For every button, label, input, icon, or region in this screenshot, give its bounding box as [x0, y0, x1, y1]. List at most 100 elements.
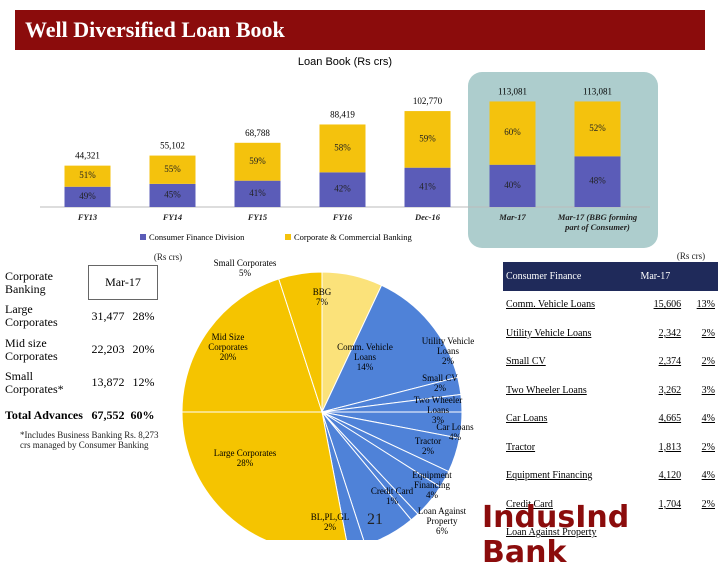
- table-cell: 13%: [696, 299, 715, 311]
- pie-label: Mid Size Corporates 20%: [196, 332, 260, 362]
- table-cell: Mar-17: [637, 262, 718, 291]
- table-cell: 20%: [132, 342, 155, 356]
- table-cell: 22,203: [91, 342, 125, 356]
- table-cell: 1,704: [658, 498, 682, 510]
- table-row: Small CV 2,374 2%: [503, 348, 718, 377]
- table-row: Tractor 1,813 2%: [503, 433, 718, 462]
- table-cell: 60%: [130, 408, 155, 422]
- table-cell: 2%: [701, 356, 715, 368]
- bar-segment: [64, 186, 111, 207]
- pie-label-value: 2%: [324, 522, 336, 532]
- pie-label-name: BBG: [312, 287, 332, 297]
- unit-label: (Rs crs): [153, 252, 183, 262]
- x-tick-label: Mar-17: [499, 212, 526, 222]
- table-cell: 4,665: [658, 413, 682, 425]
- bar-segment: [234, 142, 281, 181]
- pie-label: Comm. Vehicle Loans 14%: [333, 342, 397, 372]
- legend-label: Corporate & Commercial Banking: [294, 232, 413, 242]
- pie-label: Tractor 2%: [396, 436, 460, 456]
- pie-label-name: Small CV: [422, 373, 458, 383]
- pie-label: Loan Against Property 6%: [410, 506, 474, 536]
- segment-label: 42%: [334, 184, 351, 194]
- table-cell: Credit Card: [506, 498, 553, 510]
- bar-segment: [489, 101, 536, 165]
- slide-title: Well Diversified Loan Book: [15, 10, 705, 50]
- consumer-table: Consumer Finance Mar-17 Comm. Vehicle Loan…: [503, 262, 718, 547]
- pie-label-name: Loan Against Property: [417, 506, 467, 526]
- pie-label-name: Comm. Vehicle Loans: [337, 342, 393, 362]
- chart-title: Loan Book (Rs crs): [298, 56, 392, 68]
- segment-label: 48%: [589, 176, 606, 186]
- bar-segment: [64, 165, 111, 187]
- table-cell: 15,606: [653, 299, 682, 311]
- pie-label-name: Equipment Financing: [412, 470, 452, 490]
- pie-label-value: 4%: [426, 490, 438, 500]
- segment-label: 51%: [79, 170, 96, 180]
- pie-slice: [321, 411, 365, 540]
- table-cell: 31,477: [91, 309, 125, 323]
- bar-segment: [149, 155, 196, 184]
- segment-label: 59%: [419, 133, 436, 143]
- legend-marker: [140, 234, 146, 240]
- x-tick-label: FY16: [332, 212, 353, 222]
- segment-label: 45%: [164, 189, 181, 199]
- pie-slice: [321, 284, 459, 413]
- pie-label-value: 4%: [449, 432, 461, 442]
- pie-label-value: 6%: [436, 526, 448, 536]
- pie-label: Credit Card 1%: [360, 486, 424, 506]
- pie-slice: [321, 411, 412, 540]
- bar-segment: [404, 167, 451, 207]
- table-cell: Equipment Financing: [506, 470, 593, 482]
- footnote: *Includes Business Banking Rs. 8,273 crs…: [20, 430, 159, 450]
- segment-label: 60%: [504, 127, 521, 137]
- chart-canvas: Loan Book (Rs crs) 49% 51% 44,321 45% 55% 55,…: [40, 56, 658, 540]
- bar-segment: [149, 183, 196, 207]
- corporate-table: Corporate Banking Mar-17 Large Corporates 3…: [2, 265, 158, 432]
- pie-label-name: Tractor: [414, 436, 442, 446]
- table-cell: 2,374: [658, 356, 682, 368]
- segment-label: 40%: [504, 180, 521, 190]
- pie-label-name: BL,PL,GL: [310, 512, 350, 522]
- table-row: Two Wheeler Loans 3,262 3%: [503, 376, 718, 405]
- table-cell: Corporate Banking: [5, 268, 53, 296]
- pie-label: Small CV 2%: [408, 373, 472, 393]
- segment-label: 59%: [249, 156, 266, 166]
- table-cell: 1,813: [658, 441, 682, 453]
- total-label: 102,770: [413, 96, 443, 106]
- legend-marker: [285, 234, 291, 240]
- pie-slice: [181, 411, 347, 540]
- table-cell: 4,120: [658, 470, 682, 482]
- table-row: Car Loans 4,665 4%: [503, 405, 718, 434]
- pie-label: Equipment Financing 4%: [400, 470, 464, 500]
- bar-segment: [489, 164, 536, 207]
- table-cell: Small CV: [506, 356, 546, 368]
- table-row: Loan Against Property: [503, 519, 718, 548]
- total-label: 55,102: [160, 141, 185, 151]
- pie-slice: [278, 271, 323, 413]
- logo: IndusInd Bank: [482, 500, 630, 570]
- table-cell: Loan Against Property: [506, 527, 597, 539]
- table-cell: 13,872: [91, 375, 125, 389]
- table-cell: 28%: [132, 309, 155, 323]
- table-cell: Mid size Corporates: [5, 335, 58, 363]
- pie-label-value: 7%: [316, 297, 328, 307]
- pie-label-name: Credit Card: [370, 486, 414, 496]
- table-row: Corporate Banking Mar-17: [2, 265, 158, 300]
- table-row: Comm. Vehicle Loans 15,606 13%: [503, 291, 718, 320]
- table-cell: 2%: [701, 327, 715, 339]
- pie-label-value: 1%: [386, 496, 398, 506]
- bar-segment: [319, 172, 366, 207]
- table-cell: Consumer Finance: [503, 262, 638, 291]
- total-label: 113,081: [498, 87, 527, 97]
- bar-segment: [404, 111, 451, 168]
- pie-label: Two Wheeler Loans 3%: [406, 395, 470, 425]
- table-cell: Two Wheeler Loans: [506, 384, 587, 396]
- x-tick-label: FY14: [162, 212, 183, 222]
- table-cell: 4%: [701, 413, 715, 425]
- pie-label-value: 2%: [422, 446, 434, 456]
- pie-label: BL,PL,GL 2%: [298, 512, 362, 532]
- pie-label-value: 14%: [356, 362, 374, 372]
- pie-label-name: Two Wheeler Loans: [413, 395, 463, 415]
- total-label: 68,788: [245, 128, 270, 138]
- x-tick-label: Mar-17 (BBG forming part of Consumer): [557, 212, 638, 232]
